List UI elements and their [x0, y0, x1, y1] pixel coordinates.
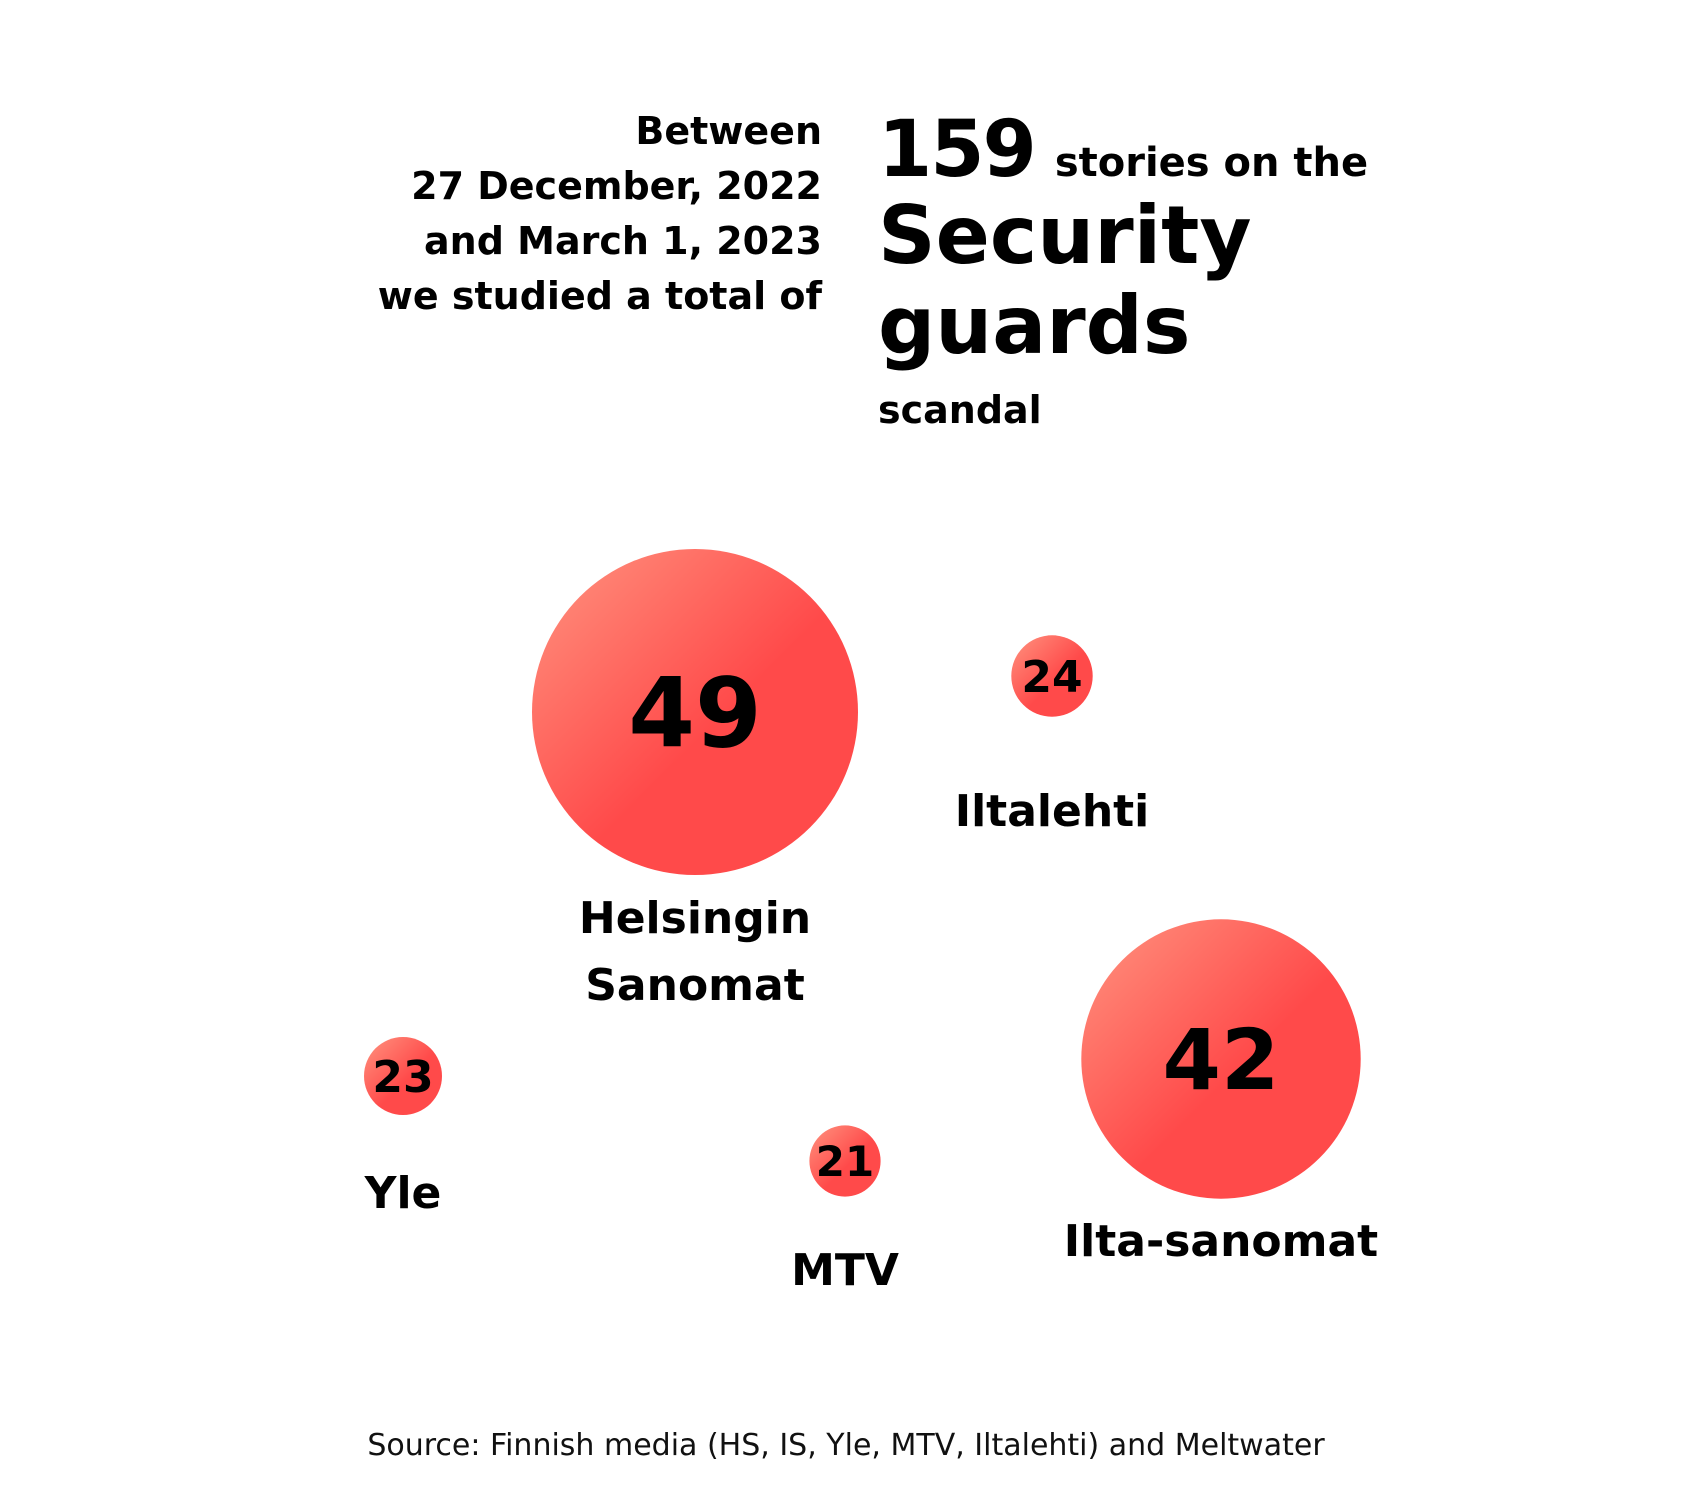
- headline: 159 stories on the Security guards scand…: [878, 108, 1578, 432]
- bubble-category-label: Ilta-sanomat: [1064, 1216, 1378, 1267]
- intro-line: we studied a total of: [377, 274, 822, 318]
- intro-line: 27 December, 2022: [411, 164, 822, 208]
- bubble: [1011, 635, 1093, 717]
- bubble: [1081, 919, 1361, 1199]
- intro-text: Between 27 December, 2022 and March 1, 2…: [262, 104, 822, 324]
- bubble-category-label: Yle: [364, 1168, 442, 1219]
- topic-line-2: guards: [878, 279, 1191, 372]
- source-note: Source: Finnish media (HS, IS, Yle, MTV,…: [367, 1428, 1325, 1463]
- intro-line: and March 1, 2023: [424, 219, 822, 263]
- bubble-value-label: 42: [1163, 1011, 1280, 1109]
- topic-suffix: scandal: [878, 388, 1042, 432]
- topic-line-1: Security: [878, 189, 1252, 282]
- bubble-value-label: 23: [372, 1052, 433, 1103]
- bubble: [532, 549, 858, 875]
- bubble-category-label: Sanomat: [585, 960, 805, 1011]
- story-count: 159: [878, 105, 1037, 195]
- bubble: [809, 1125, 881, 1197]
- bubble-category-label: Helsingin: [579, 893, 811, 944]
- bubble-category-label: MTV: [791, 1245, 899, 1296]
- bubble: [364, 1037, 442, 1115]
- bubble-category-label: Iltalehti: [955, 786, 1150, 837]
- stories-text: stories on the: [1054, 140, 1369, 186]
- bubble-value-label: 21: [816, 1137, 874, 1186]
- headline-count-row: 159 stories on the: [878, 108, 1578, 192]
- bubble-value-label: 24: [1021, 652, 1082, 703]
- bubble-value-label: 49: [628, 658, 762, 770]
- intro-line: Between: [635, 109, 822, 153]
